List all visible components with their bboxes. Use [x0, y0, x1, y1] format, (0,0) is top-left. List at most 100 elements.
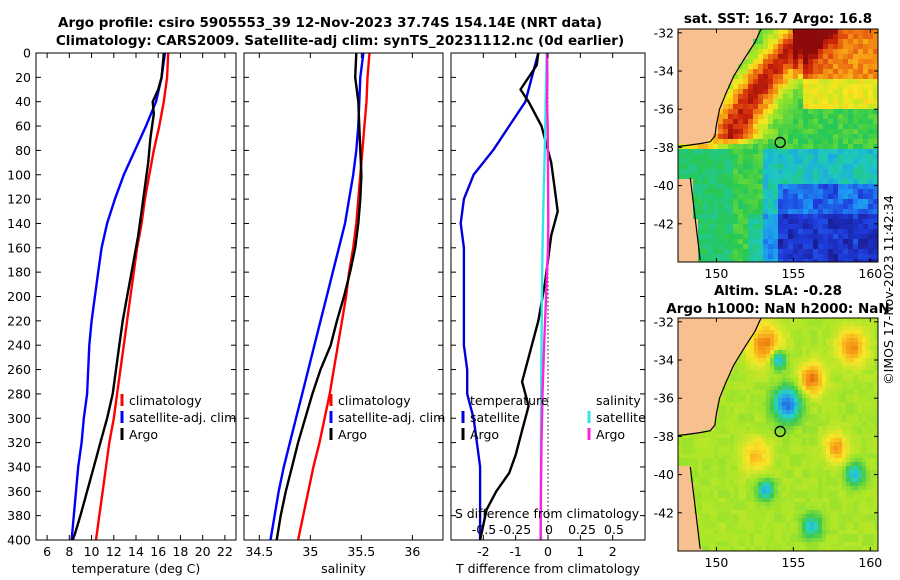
- heatmap-cell: [788, 139, 794, 145]
- heatmap-cell: [834, 390, 839, 395]
- heatmap-cell: [826, 446, 831, 451]
- heatmap-cell: [708, 44, 714, 50]
- heatmap-cell: [814, 334, 819, 339]
- heatmap-cell: [762, 434, 767, 439]
- heatmap-cell: [830, 458, 835, 463]
- heatmap-cell: [678, 342, 683, 347]
- heatmap-cell: [754, 438, 759, 443]
- heatmap-cell: [838, 494, 843, 499]
- heatmap-cell: [858, 330, 863, 335]
- heatmap-cell: [702, 514, 707, 519]
- heatmap-cell: [862, 450, 867, 455]
- heatmap-cell: [773, 64, 779, 70]
- heatmap-cell: [710, 510, 715, 515]
- heatmap-cell: [762, 522, 767, 527]
- heatmap-cell: [722, 466, 727, 471]
- heatmap-cell: [818, 482, 823, 487]
- heatmap-cell: [688, 244, 694, 250]
- heatmap-cell: [723, 39, 729, 45]
- heatmap-cell: [853, 229, 859, 235]
- heatmap-cell: [838, 462, 843, 467]
- heatmap-cell: [786, 394, 791, 399]
- heatmap-cell: [706, 330, 711, 335]
- heatmap-cell: [728, 94, 734, 100]
- heatmap-cell: [754, 426, 759, 431]
- heatmap-cell: [862, 526, 867, 531]
- heatmap-cell: [818, 69, 824, 75]
- heatmap-cell: [733, 179, 739, 185]
- heatmap-cell: [788, 204, 794, 210]
- heatmap-cell: [858, 510, 863, 515]
- heatmap-cell: [822, 442, 827, 447]
- heatmap-cell: [818, 534, 823, 539]
- heatmap-cell: [763, 49, 769, 55]
- heatmap-cell: [823, 144, 829, 150]
- heatmap-cell: [786, 350, 791, 355]
- heatmap-cell: [838, 224, 844, 230]
- heatmap-cell: [733, 174, 739, 180]
- heatmap-cell: [843, 49, 849, 55]
- heatmap-cell: [788, 224, 794, 230]
- heatmap-cell: [713, 194, 719, 200]
- heatmap-cell: [778, 69, 784, 75]
- heatmap-cell: [823, 164, 829, 170]
- heatmap-cell: [798, 194, 804, 200]
- heatmap-cell: [818, 454, 823, 459]
- heatmap-cell: [702, 330, 707, 335]
- heatmap-cell: [758, 334, 763, 339]
- heatmap-cell: [850, 438, 855, 443]
- heatmap-cell: [814, 362, 819, 367]
- heatmap-cell: [870, 454, 875, 459]
- heatmap-cell: [742, 318, 747, 323]
- heatmap-cell: [748, 254, 754, 260]
- heatmap-cell: [683, 109, 689, 115]
- heatmap-cell: [830, 470, 835, 475]
- heatmap-cell: [702, 542, 707, 547]
- heatmap-cell: [723, 129, 729, 135]
- heatmap-cell: [738, 454, 743, 459]
- heatmap-cell: [698, 239, 704, 245]
- heatmap-cell: [748, 174, 754, 180]
- heatmap-cell: [698, 414, 703, 419]
- heatmap-cell: [813, 104, 819, 110]
- heatmap-cell: [746, 318, 751, 323]
- heatmap-cell: [806, 398, 811, 403]
- heatmap-cell: [773, 204, 779, 210]
- heatmap-cell: [842, 442, 847, 447]
- heatmap-cell: [843, 79, 849, 85]
- heatmap-cell: [718, 234, 724, 240]
- heatmap-cell: [826, 362, 831, 367]
- heatmap-cell: [748, 249, 754, 255]
- heatmap-cell: [742, 338, 747, 343]
- heatmap-cell: [850, 510, 855, 515]
- heatmap-cell: [798, 330, 803, 335]
- heatmap-cell: [708, 244, 714, 250]
- heatmap-cell: [753, 119, 759, 125]
- heatmap-cell: [874, 414, 878, 419]
- heatmap-cell: [742, 446, 747, 451]
- heatmap-cell: [838, 414, 843, 419]
- heatmap-cell: [803, 59, 809, 65]
- heatmap-cell: [743, 69, 749, 75]
- heatmap-cell: [718, 44, 724, 50]
- heatmap-cell: [806, 454, 811, 459]
- heatmap-cell: [714, 390, 719, 395]
- heatmap-cell: [703, 109, 709, 115]
- heatmap-cell: [808, 34, 814, 40]
- heatmap-cell: [814, 474, 819, 479]
- heatmap-cell: [778, 119, 784, 125]
- heatmap-cell: [833, 164, 839, 170]
- heatmap-cell: [786, 446, 791, 451]
- heatmap-cell: [722, 326, 727, 331]
- heatmap-cell: [858, 29, 864, 35]
- heatmap-cell: [866, 390, 871, 395]
- heatmap-cell: [682, 430, 687, 435]
- heatmap-cell: [770, 422, 775, 427]
- heatmap-cell: [868, 184, 874, 190]
- heatmap-cell: [822, 506, 827, 511]
- heatmap-cell: [766, 366, 771, 371]
- heatmap-cell: [823, 159, 829, 165]
- heatmap-cell: [770, 502, 775, 507]
- heatmap-cell: [758, 510, 763, 515]
- heatmap-cell: [730, 434, 735, 439]
